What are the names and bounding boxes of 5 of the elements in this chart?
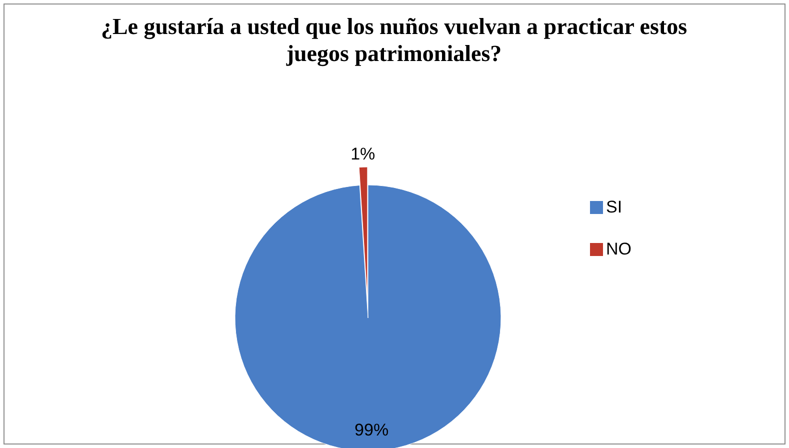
- chart-title: ¿Le gustaría a usted que los nuños vuelvan a practicar estos juegos patrimoniales?: [100, 14, 688, 67]
- data-label: 1%: [350, 144, 376, 164]
- legend-label: SI: [606, 197, 622, 216]
- legend-label: NO: [606, 239, 632, 258]
- data-label: 99%: [354, 420, 389, 440]
